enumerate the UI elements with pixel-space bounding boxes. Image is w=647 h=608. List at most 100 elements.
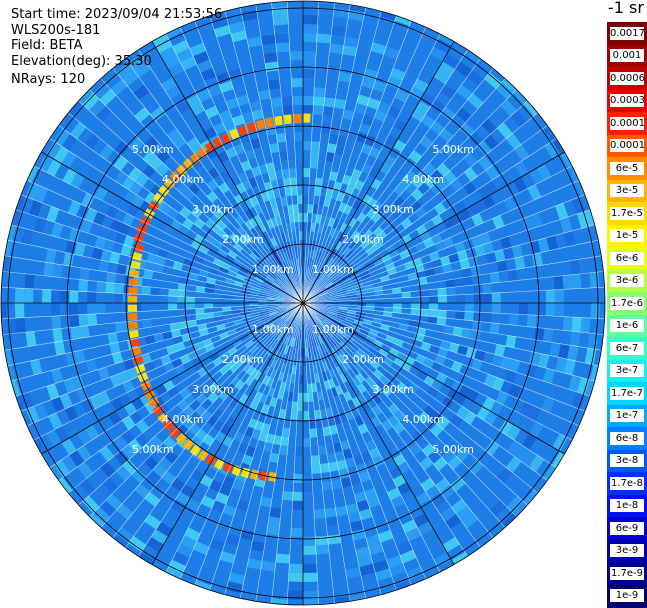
radar-cell	[474, 294, 483, 303]
radar-cell	[6, 318, 16, 334]
radar-cell	[563, 275, 573, 290]
radar-cell	[509, 314, 519, 326]
radar-cell	[472, 321, 482, 331]
radar-cell	[78, 314, 88, 326]
radar-cell	[291, 78, 303, 87]
radar-cell	[265, 61, 279, 72]
radar-cell	[294, 132, 303, 141]
radar-cell	[87, 303, 96, 314]
radar-cell	[150, 303, 159, 311]
radar-cell	[292, 501, 303, 510]
radar-cell	[204, 303, 213, 308]
radar-cell	[321, 124, 331, 134]
radar-cell	[282, 491, 293, 501]
radar-cell	[303, 195, 309, 204]
field-label: Field: BETA	[11, 38, 82, 53]
radar-cell	[69, 303, 78, 315]
radar-cell	[527, 315, 537, 328]
radar-cell	[303, 564, 317, 573]
colorbar-tick-label: 3e-8	[610, 454, 644, 467]
radar-cell	[303, 15, 318, 24]
colorbar-tick-label: 6e-9	[610, 522, 644, 535]
radar-cell	[79, 326, 89, 339]
radar-cell	[482, 283, 492, 293]
range-ring-label: 3.00km	[192, 383, 234, 396]
colorbar-tick-label: 1e-9	[610, 589, 644, 602]
radar-cell	[473, 284, 483, 294]
radar-cell	[572, 317, 582, 332]
radar-cell-high	[284, 115, 292, 125]
radar-cell	[313, 96, 324, 106]
radar-cell	[589, 272, 599, 288]
radar-cell	[311, 464, 320, 474]
colorbar-tick-label: 0.0017	[610, 27, 644, 40]
radar-cell	[60, 290, 69, 303]
radar-cell	[438, 295, 447, 303]
radar-cell	[106, 272, 116, 283]
radar-cell	[273, 15, 289, 25]
radar-cell	[483, 293, 492, 303]
radar-cell	[150, 295, 159, 303]
colorbar-tick-label: 1.7e-8	[610, 477, 644, 490]
colorbar-tick-label: 3e-9	[610, 544, 644, 557]
radar-cell	[465, 303, 474, 312]
radar-cell	[288, 582, 303, 591]
radar-cell-high	[293, 114, 301, 123]
radar-cell	[96, 281, 106, 292]
radar-cell	[272, 106, 283, 116]
radar-cell	[78, 303, 87, 315]
radar-cell	[186, 303, 195, 309]
radar-cell	[546, 290, 555, 303]
radar-cell	[303, 438, 311, 447]
radar-cell	[519, 303, 528, 315]
radar-cell	[168, 296, 177, 303]
radar-cell	[311, 141, 320, 151]
radar-cell	[303, 24, 318, 33]
radar-cell	[268, 516, 281, 526]
radar-cell-high	[128, 287, 137, 294]
radar-cell	[297, 411, 303, 420]
radar-cell	[70, 327, 80, 340]
radar-cell	[15, 288, 24, 303]
radar-cell	[323, 106, 334, 116]
radar-cell	[69, 315, 79, 328]
radar-cell	[288, 573, 303, 582]
colorbar-tick-label: 1e-8	[610, 499, 644, 512]
radar-cell	[276, 554, 290, 564]
radar-cell	[150, 287, 160, 295]
colorbar-tick-label: 1.7e-9	[610, 567, 644, 580]
radar-cell	[273, 580, 289, 590]
radar-cell	[303, 393, 308, 402]
radar-cell	[287, 591, 303, 600]
range-ring-label: 5.00km	[132, 143, 174, 156]
radar-cell	[271, 97, 283, 107]
radar-cell	[261, 561, 276, 572]
radar-cell	[303, 33, 317, 42]
colorbar-tick-label: 6e-6	[610, 252, 644, 265]
radar-cell	[318, 589, 334, 599]
radar-cell	[303, 96, 314, 105]
colorbar-tick-label: 3e-7	[610, 364, 644, 377]
radar-cell	[303, 141, 311, 150]
radar-cell	[501, 292, 510, 303]
radar-cell	[79, 268, 89, 281]
radar-cell	[290, 51, 303, 60]
radar-cell	[482, 312, 492, 322]
radar-cell	[518, 314, 528, 326]
range-ring-label: 3.00km	[372, 203, 414, 216]
colorbar-tick-label: 6e-5	[610, 162, 644, 175]
radar-cell	[537, 303, 546, 316]
radar-cell	[168, 303, 177, 310]
radar-cell	[327, 70, 340, 80]
radar-cell-high	[274, 116, 282, 126]
radar-cell	[141, 286, 151, 295]
range-ring-label: 4.00km	[162, 173, 204, 186]
range-ring-label: 5.00km	[432, 443, 474, 456]
radar-cell	[492, 303, 501, 313]
radar-cell	[294, 465, 303, 474]
radar-cell	[268, 79, 281, 89]
colorbar-title: -1 sr	[608, 0, 644, 17]
radar-cell	[554, 276, 564, 290]
radar-cell	[317, 24, 332, 34]
radar-cell	[311, 455, 320, 465]
